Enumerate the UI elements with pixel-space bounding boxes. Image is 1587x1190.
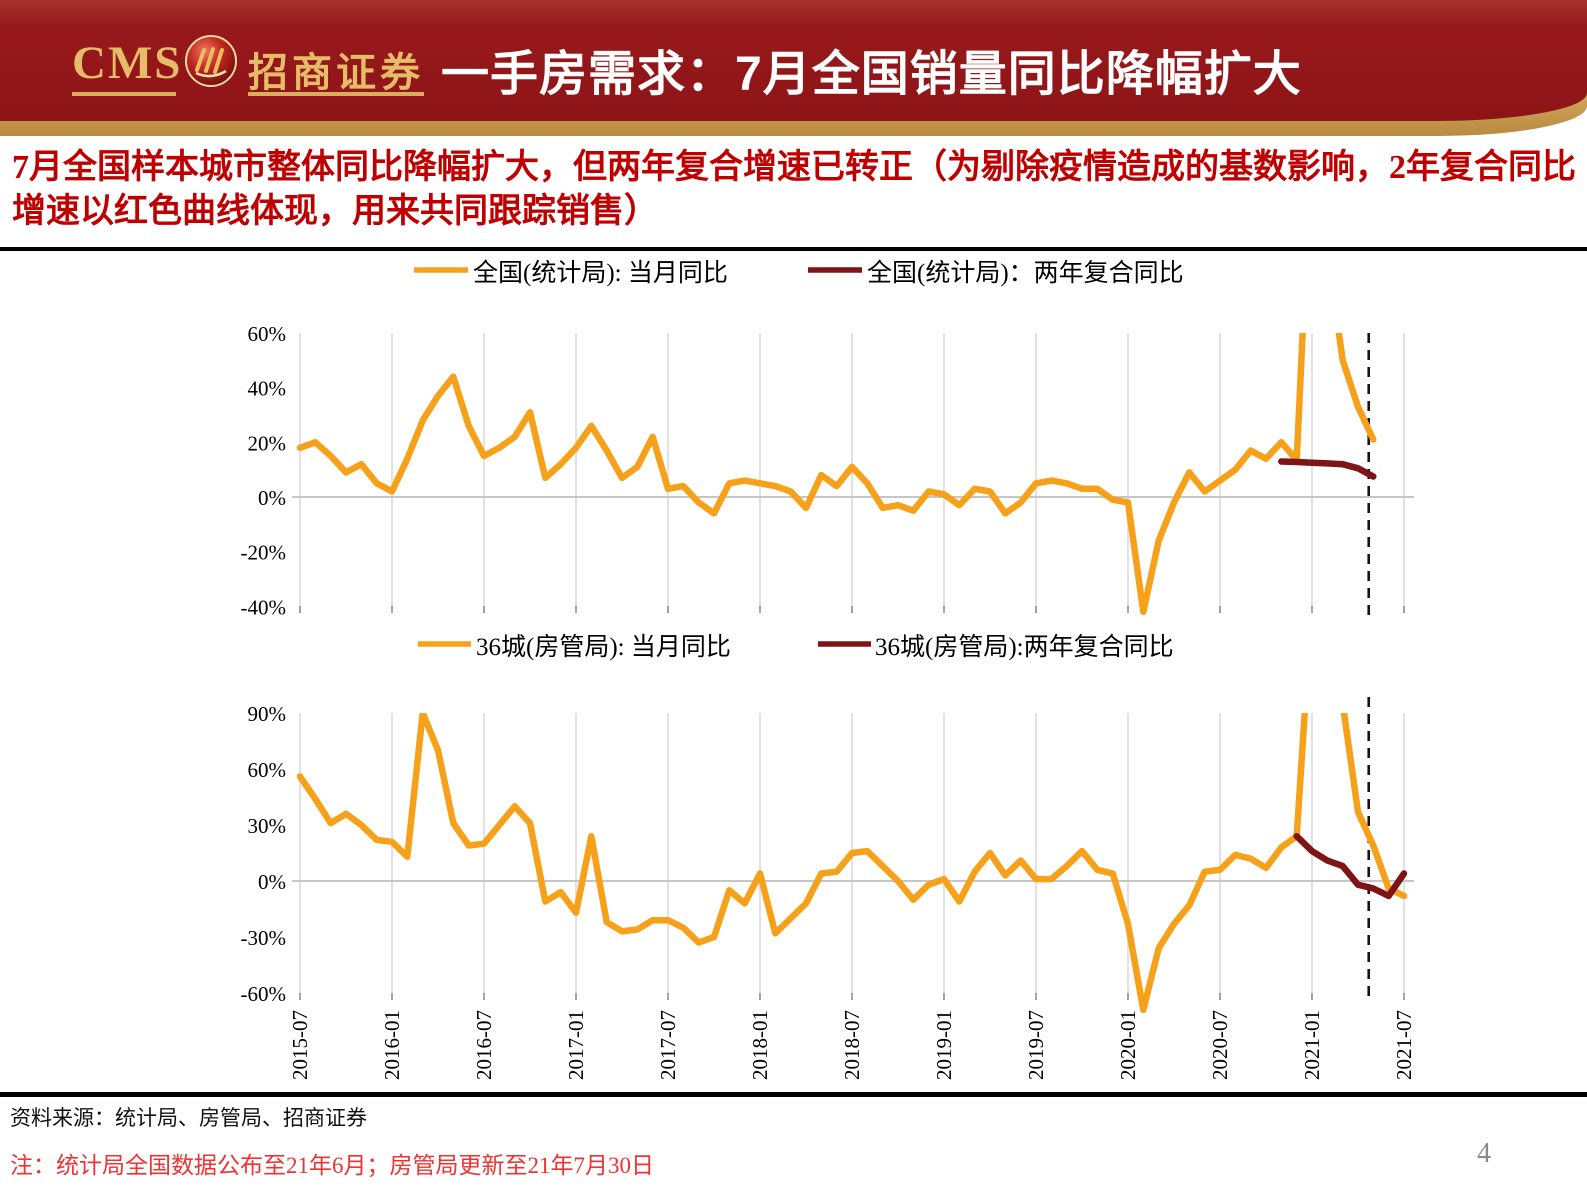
cms-logo-text: CMS	[72, 37, 183, 89]
x-tick-label: 2016-01	[380, 1010, 404, 1080]
series-line-1-1	[296, 333, 1377, 616]
intro-paragraph: 7月全国样本城市整体同比降幅扩大，但两年复合增速已转正（为剔除疫情造成的基数影响…	[12, 149, 1576, 230]
y-tick-label: 20%	[248, 431, 287, 455]
source-line: 资料来源：统计局、房管局、招商证券	[10, 1106, 367, 1130]
page-title: 一手房需求：7月全国销量同比降幅扩大	[441, 48, 1302, 101]
legend-label-36city-monthly: 36城(房管局): 当月同比	[476, 633, 731, 661]
x-tick-label: 2021-01	[1300, 1010, 1324, 1080]
series-line-1-2	[1278, 458, 1377, 480]
note-line: 注：统计局全国数据公布至21年6月；房管局更新至21年7月30日	[10, 1153, 654, 1178]
brand-name: 招商证券	[248, 51, 424, 95]
header-bar: CMS 招商证券 一手房需求：7月全国销量同比降幅扩大	[0, 0, 1587, 136]
bottom-divider	[0, 1092, 1587, 1097]
page-number: 4	[1477, 1138, 1491, 1169]
legend-label-national-2yr: 全国(统计局)：两年复合同比	[867, 259, 1184, 287]
x-tick-label: 2018-07	[840, 1010, 864, 1080]
charts-canvas: 全国(统计局): 当月同比 全国(统计局)：两年复合同比 36城(房管局): 当…	[241, 259, 1416, 1080]
y-tick-label: -30%	[241, 926, 287, 950]
chart-1-plot: 60% 40% 20% 0% -20% -40%	[241, 322, 1414, 619]
x-tick-label: 2015-07	[288, 1010, 312, 1080]
y-tick-label: 30%	[248, 814, 287, 838]
y-tick-label: -40%	[241, 595, 287, 619]
legend-label-national-monthly: 全国(统计局): 当月同比	[473, 259, 728, 287]
y-tick-label: 90%	[248, 702, 287, 726]
y-tick-label: 0%	[258, 870, 286, 894]
x-tick-label: 2020-07	[1208, 1010, 1232, 1080]
legend-label-36city-2yr: 36城(房管局):两年复合同比	[875, 633, 1174, 661]
y-tick-label: -60%	[241, 982, 287, 1006]
series-line-2-1	[296, 713, 1408, 1014]
y-tick-label: 60%	[248, 758, 287, 782]
y-tick-label: 0%	[258, 486, 286, 510]
x-tick-label: 2016-07	[472, 1010, 496, 1080]
chart-2-plot: 2015-07 2016-01 2016-07 2017-01 2017-07 2018-…	[241, 697, 1416, 1080]
cms-globe-icon	[184, 34, 238, 88]
x-tick-label: 2018-01	[748, 1010, 772, 1080]
header-red-band	[0, 0, 1587, 121]
x-tick-label: 2020-01	[1116, 1010, 1140, 1080]
x-tick-label: 2019-01	[932, 1010, 956, 1080]
x-tick-label: 2017-01	[564, 1010, 588, 1080]
x-tick-label: 2019-07	[1024, 1010, 1048, 1080]
x-tick-label: 2021-07	[1392, 1010, 1416, 1080]
top-divider	[0, 247, 1587, 251]
y-tick-label: 60%	[248, 322, 287, 346]
y-tick-label: 40%	[248, 377, 287, 401]
y-tick-label: -20%	[241, 541, 287, 565]
brand-underline	[248, 92, 424, 96]
x-tick-label: 2017-07	[656, 1010, 680, 1080]
series-line-2-2	[1293, 832, 1408, 900]
cms-underline	[72, 92, 176, 96]
